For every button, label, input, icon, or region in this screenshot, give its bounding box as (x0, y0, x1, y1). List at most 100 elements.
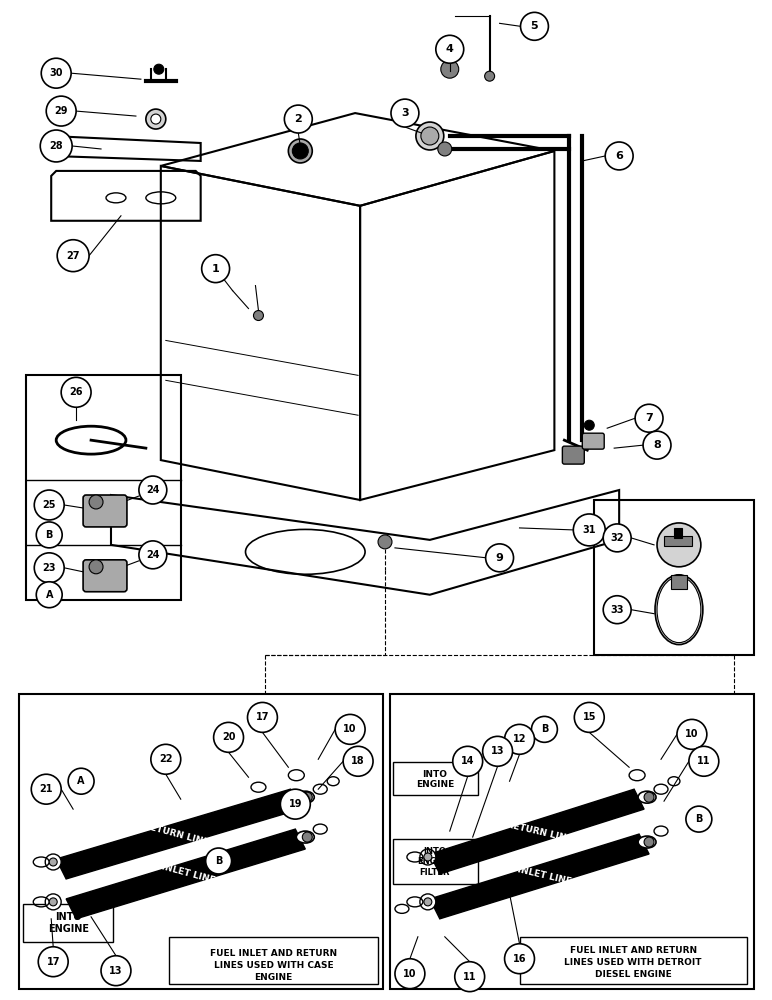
Circle shape (49, 858, 57, 866)
Circle shape (34, 553, 64, 583)
Text: 32: 32 (611, 533, 624, 543)
Circle shape (46, 894, 61, 910)
Text: INLET LINE: INLET LINE (161, 862, 216, 885)
Circle shape (420, 849, 436, 865)
Text: 25: 25 (42, 500, 56, 510)
Bar (169, 937, 378, 984)
Text: 24: 24 (146, 550, 160, 560)
Circle shape (421, 127, 438, 145)
Circle shape (32, 774, 61, 804)
Text: 10: 10 (403, 969, 417, 979)
Circle shape (139, 541, 167, 569)
Text: 13: 13 (109, 966, 123, 976)
Circle shape (424, 898, 432, 906)
Circle shape (151, 114, 161, 124)
Text: 6: 6 (615, 151, 623, 161)
Text: 29: 29 (54, 106, 68, 116)
Text: 22: 22 (159, 754, 173, 764)
Circle shape (39, 947, 68, 977)
Circle shape (485, 71, 495, 81)
FancyBboxPatch shape (83, 495, 127, 527)
Text: 15: 15 (583, 712, 596, 722)
Text: RETURN LINE: RETURN LINE (142, 821, 209, 847)
Text: 18: 18 (351, 756, 365, 766)
Polygon shape (430, 834, 649, 919)
Text: ENGINE: ENGINE (254, 973, 293, 982)
Polygon shape (56, 789, 300, 879)
Circle shape (574, 514, 605, 546)
Circle shape (89, 495, 103, 509)
Circle shape (303, 832, 312, 842)
Text: 23: 23 (42, 563, 56, 573)
Circle shape (151, 744, 181, 774)
Circle shape (416, 122, 444, 150)
Circle shape (36, 522, 63, 548)
Text: 11: 11 (463, 972, 476, 982)
Text: B: B (695, 814, 703, 824)
Bar (594, 500, 753, 655)
Circle shape (378, 535, 392, 549)
Text: 7: 7 (645, 413, 653, 423)
Circle shape (644, 837, 654, 847)
Ellipse shape (638, 836, 656, 848)
Ellipse shape (657, 577, 701, 643)
Text: 26: 26 (69, 387, 83, 397)
Text: 2: 2 (294, 114, 302, 124)
Circle shape (248, 702, 277, 732)
Text: 14: 14 (461, 756, 475, 766)
Circle shape (101, 956, 131, 986)
Circle shape (686, 806, 712, 832)
Text: A: A (77, 776, 85, 786)
Circle shape (46, 96, 76, 126)
Text: B: B (540, 724, 548, 734)
Text: B: B (215, 856, 222, 866)
FancyBboxPatch shape (83, 560, 127, 592)
Circle shape (482, 736, 513, 766)
Ellipse shape (655, 575, 703, 645)
Circle shape (280, 789, 310, 819)
Circle shape (574, 702, 604, 732)
Bar (671, 575, 687, 589)
Text: 17: 17 (256, 712, 269, 722)
Circle shape (61, 377, 91, 407)
Circle shape (391, 99, 419, 127)
Text: 11: 11 (697, 756, 710, 766)
Text: 8: 8 (653, 440, 661, 450)
Circle shape (284, 105, 312, 133)
Text: 31: 31 (583, 525, 596, 535)
Circle shape (644, 792, 654, 802)
Bar (664, 536, 692, 546)
Text: 33: 33 (611, 605, 624, 615)
Ellipse shape (296, 791, 314, 803)
Text: 10: 10 (685, 729, 699, 739)
Text: 21: 21 (39, 784, 53, 794)
Circle shape (89, 560, 103, 574)
Text: 1: 1 (212, 264, 219, 274)
Circle shape (253, 311, 263, 320)
Circle shape (505, 724, 534, 754)
Text: 17: 17 (46, 957, 60, 967)
Bar (520, 937, 747, 984)
Ellipse shape (296, 831, 314, 843)
Text: 3: 3 (401, 108, 408, 118)
Bar (23, 904, 113, 942)
Circle shape (205, 848, 232, 874)
Text: 28: 28 (49, 141, 63, 151)
Circle shape (303, 792, 312, 802)
Text: 4: 4 (446, 44, 454, 54)
Circle shape (520, 12, 548, 40)
Text: INTO
ENGINE
FILTER: INTO ENGINE FILTER (417, 847, 452, 877)
Text: 20: 20 (222, 732, 235, 742)
Circle shape (68, 768, 94, 794)
Polygon shape (66, 829, 305, 919)
Circle shape (603, 524, 631, 552)
Text: 19: 19 (289, 799, 302, 809)
Text: LINES USED WITH DETROIT: LINES USED WITH DETROIT (564, 958, 702, 967)
Circle shape (201, 255, 229, 283)
Text: A: A (46, 590, 53, 600)
Circle shape (677, 719, 707, 749)
Circle shape (605, 142, 633, 170)
Text: 16: 16 (513, 954, 527, 964)
Circle shape (531, 716, 557, 742)
Circle shape (41, 58, 71, 88)
